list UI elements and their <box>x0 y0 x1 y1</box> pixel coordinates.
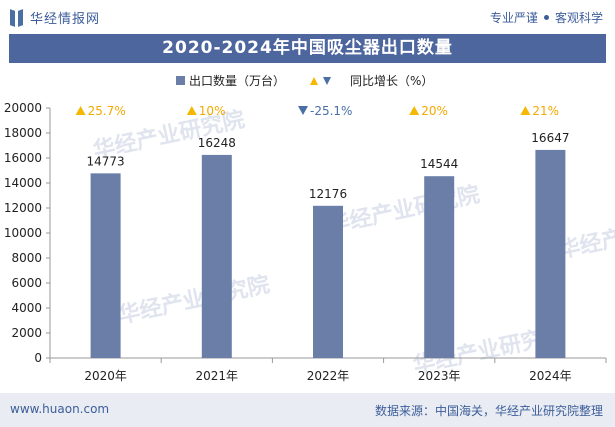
y-tick-label: 12000 <box>4 201 42 215</box>
bar-value-label: 16647 <box>531 131 569 145</box>
legend-up-triangle-icon <box>310 77 318 85</box>
chart-legend: 出口数量（万台） 同比增长（%） <box>176 73 433 88</box>
growth-up-triangle-icon <box>75 106 86 115</box>
tagline-left: 专业严谨 <box>489 11 538 25</box>
legend-line-label: 同比增长（%） <box>350 74 433 88</box>
y-tick-label: 2000 <box>11 326 42 340</box>
tagline-dot-icon <box>543 15 549 20</box>
growth-label: -25.1% <box>310 104 352 118</box>
bars-group <box>90 149 566 358</box>
chart-title: 2020-2024年中国吸尘器出口数量 <box>9 34 606 63</box>
growth-label: 25.7% <box>88 104 126 118</box>
growth-label: 20% <box>421 104 448 118</box>
y-tick-label: 8000 <box>11 251 42 265</box>
watermark-text: 华经产业研究院 <box>326 181 482 238</box>
legend-bar-swatch <box>176 76 185 85</box>
tagline-right: 客观科学 <box>554 11 603 25</box>
y-tick-label: 6000 <box>11 276 42 290</box>
brand-name: 华经情报网 <box>30 12 101 27</box>
tagline: 专业严谨 客观科学 <box>490 9 603 26</box>
growth-label: 21% <box>532 104 559 118</box>
bar <box>424 176 455 358</box>
bar-value-label: 14544 <box>420 157 458 171</box>
footer: www.huaon.com 数据来源：中国海关，华经产业研究院整理 <box>0 393 615 427</box>
bar-value-label: 12176 <box>309 187 347 201</box>
growth-down-triangle-icon <box>298 106 308 115</box>
watermark-text: 华经产业研究院 <box>116 271 272 328</box>
y-tick-label: 20000 <box>4 101 42 115</box>
x-tick-label: 2020年 <box>84 369 127 383</box>
y-tick-label: 4000 <box>11 301 42 315</box>
footer-website: www.huaon.com <box>10 402 110 416</box>
top-bar: 华经情报网 专业严谨 客观科学 <box>0 0 615 34</box>
bar <box>201 154 232 358</box>
brand-logo-icon <box>10 8 24 27</box>
growth-up-triangle-icon <box>520 106 531 115</box>
y-tick-label: 10000 <box>4 226 42 240</box>
growth-label: 10% <box>199 104 226 118</box>
growth-up-triangle-icon <box>409 106 420 115</box>
bar <box>90 173 121 358</box>
x-tick-label: 2022年 <box>307 369 350 383</box>
y-tick-label: 14000 <box>4 176 42 190</box>
y-tick-label: 18000 <box>4 126 42 140</box>
bar-value-label: 16248 <box>198 136 236 150</box>
bar <box>535 149 566 358</box>
y-tick-label: 0 <box>34 351 42 365</box>
x-tick-label: 2021年 <box>196 369 239 383</box>
x-tick-label: 2023年 <box>418 369 461 383</box>
bar <box>313 205 343 358</box>
x-tick-label: 2024年 <box>529 369 572 383</box>
y-tick-label: 16000 <box>4 151 42 165</box>
growth-up-triangle-icon <box>186 106 197 115</box>
bar-value-label: 14773 <box>87 154 125 168</box>
footer-source: 数据来源：中国海关，华经产业研究院整理 <box>374 404 603 418</box>
legend-bar-label: 出口数量（万台） <box>189 73 285 88</box>
legend-down-triangle-icon <box>323 77 331 85</box>
brand-logo: 华经情报网 <box>10 8 100 27</box>
labels-group: 14773 2020年 25.7% 16248 2021年 10% 12176 2022年 -2… <box>75 104 572 383</box>
